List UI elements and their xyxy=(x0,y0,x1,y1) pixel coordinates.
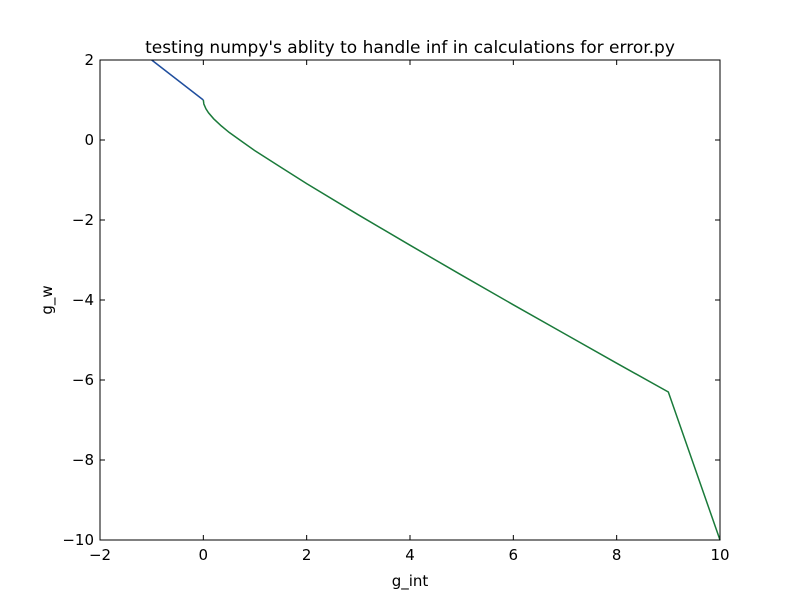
x-tick-label: 4 xyxy=(405,546,415,564)
plot-area xyxy=(151,59,721,541)
x-tick-label: 0 xyxy=(199,546,209,564)
series-line-2 xyxy=(202,99,721,541)
y-axis-label: g_w xyxy=(38,285,57,314)
x-tick-label: 2 xyxy=(302,546,312,564)
x-axis-label: g_int xyxy=(392,572,429,591)
chart-title: testing numpy's ablity to handle inf in … xyxy=(145,38,675,58)
x-tick-label: −2 xyxy=(89,546,111,564)
x-tick-label: 6 xyxy=(509,546,519,564)
y-tick-label: −8 xyxy=(72,451,94,469)
axes-frame xyxy=(99,59,721,541)
series-line-1 xyxy=(151,59,204,101)
x-tick-label: 8 xyxy=(612,546,622,564)
y-tick-label: −6 xyxy=(72,371,94,389)
y-tick-label: −10 xyxy=(62,531,94,549)
x-tick-label: 10 xyxy=(710,546,729,564)
y-tick-label: 2 xyxy=(84,51,94,69)
y-tick-label: 0 xyxy=(84,131,94,149)
y-tick-label: −2 xyxy=(72,211,94,229)
y-tick-label: −4 xyxy=(72,291,94,309)
axis-ticks: −2 0 2 4 6 8 10 −10 −8 −6 −4 −2 0 2 xyxy=(62,51,729,564)
